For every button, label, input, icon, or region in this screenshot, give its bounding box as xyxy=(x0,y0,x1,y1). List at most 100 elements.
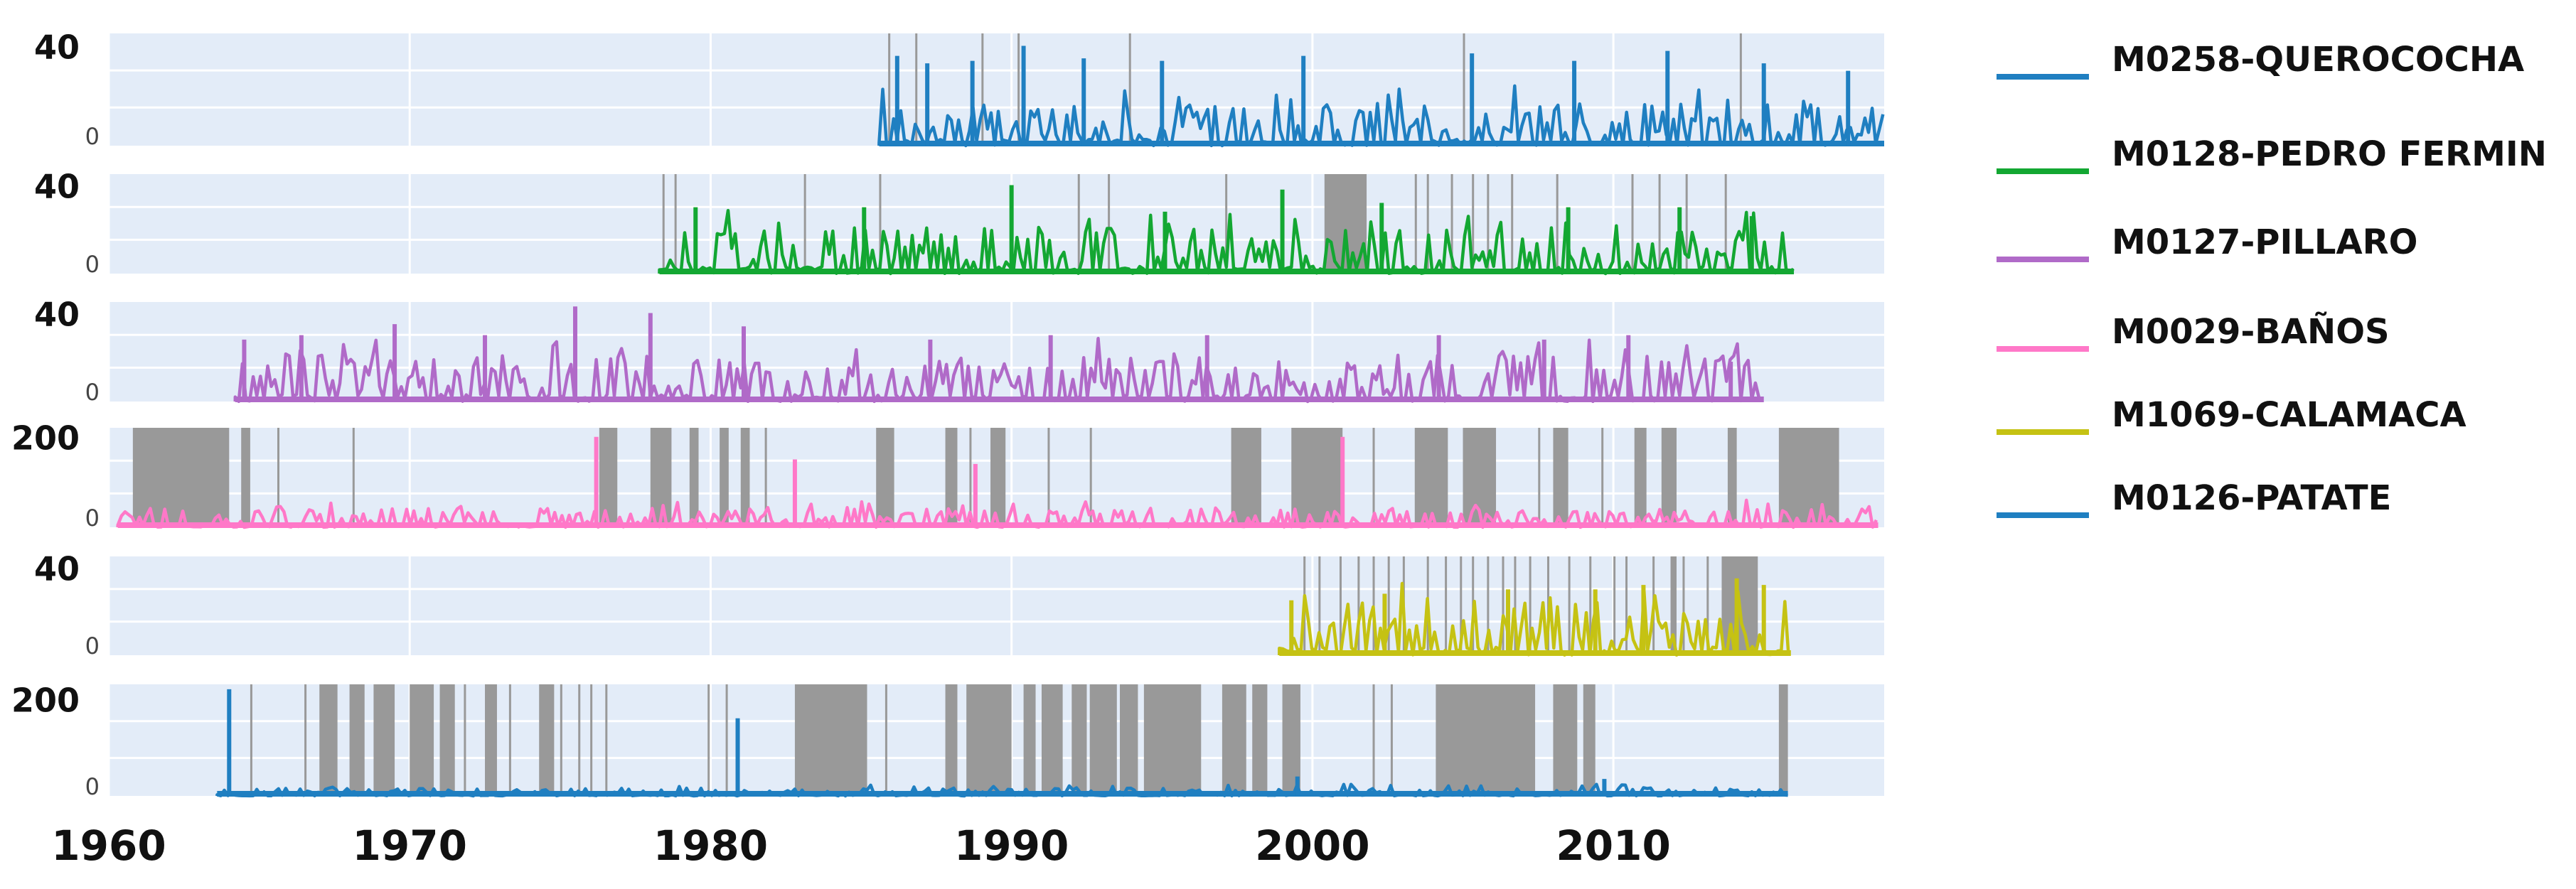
panel-1: 40 0 xyxy=(34,28,1885,150)
panel-4: 2000 xyxy=(11,419,1884,532)
missing-data-block xyxy=(599,428,618,524)
missing-data-block xyxy=(915,33,918,143)
y-tick-label: 0 xyxy=(85,505,100,532)
missing-data-block xyxy=(1568,556,1571,652)
y-tick-label: 40 xyxy=(34,168,80,206)
missing-data-block xyxy=(1414,428,1448,524)
legend-item: M0126-PATATE xyxy=(1997,478,2391,518)
missing-data-block xyxy=(1089,684,1117,793)
missing-data-block xyxy=(539,684,555,793)
missing-data-block xyxy=(1706,556,1709,652)
missing-data-block xyxy=(1658,174,1661,271)
missing-data-block xyxy=(1502,556,1505,652)
x-tick-label: 1970 xyxy=(353,821,467,870)
missing-data-block xyxy=(1225,174,1228,271)
legend-label: M0128-PEDRO FERMIN xyxy=(2112,134,2547,174)
missing-data-block xyxy=(349,684,365,793)
missing-data-block xyxy=(1487,556,1490,652)
missing-data-block xyxy=(1143,684,1202,793)
panel-2: 40 0 xyxy=(34,168,1884,278)
missing-data-block xyxy=(1318,556,1321,652)
x-tick-label: 2000 xyxy=(1255,821,1369,870)
x-axis: 1960 1970 1980 1990 2000 2010 xyxy=(51,821,1671,870)
legend-item: M0128-PEDRO FERMIN xyxy=(1997,134,2547,174)
missing-data-block xyxy=(1472,174,1475,271)
missing-data-block xyxy=(1231,428,1261,524)
missing-data-block xyxy=(1436,684,1536,793)
y-tick-label: 0 xyxy=(85,123,100,150)
y-tick-label: 40 xyxy=(34,28,80,67)
missing-data-block xyxy=(888,33,891,143)
missing-data-block xyxy=(1414,174,1417,271)
missing-data-block xyxy=(1778,684,1788,793)
missing-data-block xyxy=(990,428,1006,524)
missing-data-block xyxy=(373,684,395,793)
panel-6: 2000 xyxy=(11,681,1884,800)
missing-data-block xyxy=(250,684,252,793)
y-tick-label: 200 xyxy=(11,681,80,719)
missing-data-block xyxy=(485,684,497,793)
missing-data-block xyxy=(1589,556,1592,652)
missing-data-block xyxy=(1252,684,1268,793)
y-tick-label: 0 xyxy=(85,773,100,800)
y-tick-label: 40 xyxy=(34,296,80,334)
panel-background xyxy=(109,556,1884,655)
missing-data-block xyxy=(1625,556,1628,652)
missing-data-block xyxy=(1390,684,1393,793)
missing-data-block xyxy=(464,684,466,793)
missing-data-block xyxy=(1023,684,1036,793)
missing-data-block xyxy=(725,684,728,793)
missing-data-block xyxy=(1553,428,1568,524)
panel-5: 40 0 xyxy=(34,549,1884,659)
missing-data-block xyxy=(319,684,338,793)
missing-data-block xyxy=(794,684,867,793)
legend-item: M0127-PILLARO xyxy=(1997,222,2417,262)
y-tick-label: 0 xyxy=(85,379,100,406)
x-tick-label: 1980 xyxy=(653,821,768,870)
series-line xyxy=(1278,581,1790,657)
x-tick-label: 1960 xyxy=(51,821,166,870)
missing-data-block xyxy=(707,684,710,793)
missing-data-block xyxy=(1282,684,1300,793)
missing-data-block xyxy=(945,684,958,793)
missing-data-block xyxy=(1463,33,1465,143)
missing-data-block xyxy=(1017,33,1020,143)
missing-data-block xyxy=(508,684,511,793)
missing-data-block xyxy=(740,428,750,524)
panel-background xyxy=(109,174,1884,274)
legend-label: M0127-PILLARO xyxy=(2112,222,2417,262)
missing-data-block xyxy=(803,174,806,271)
missing-data-block xyxy=(876,428,894,524)
missing-data-block xyxy=(1339,556,1342,652)
missing-data-block xyxy=(1685,174,1688,271)
missing-data-block xyxy=(1682,556,1685,652)
missing-data-block xyxy=(1634,428,1647,524)
missing-data-block xyxy=(966,684,1012,793)
y-tick-label: 0 xyxy=(85,251,100,278)
missing-data-block xyxy=(1426,174,1429,271)
missing-data-block xyxy=(1601,428,1604,524)
missing-data-block xyxy=(981,33,984,143)
missing-data-block xyxy=(1511,174,1514,271)
missing-data-block xyxy=(277,428,280,524)
missing-data-block xyxy=(241,428,250,524)
missing-data-block xyxy=(1128,33,1131,143)
legend-label: M0126-PATATE xyxy=(2112,478,2391,518)
missing-data-block xyxy=(1538,428,1541,524)
missing-data-block xyxy=(1041,684,1063,793)
missing-data-block xyxy=(1724,174,1727,271)
missing-data-block xyxy=(650,428,672,524)
missing-data-block xyxy=(1583,684,1596,793)
missing-data-block xyxy=(969,428,972,524)
gridlines xyxy=(107,174,1884,274)
legend-item: M1069-CALAMACA xyxy=(1997,395,2467,435)
missing-data-block xyxy=(304,684,307,793)
missing-data-block xyxy=(1372,684,1375,793)
missing-data-block xyxy=(1357,556,1360,652)
x-tick-label: 1990 xyxy=(954,821,1069,870)
missing-data-block xyxy=(1661,428,1677,524)
missing-data-block xyxy=(945,428,958,524)
missing-data-block xyxy=(1222,684,1246,793)
missing-data-block xyxy=(1631,174,1634,271)
